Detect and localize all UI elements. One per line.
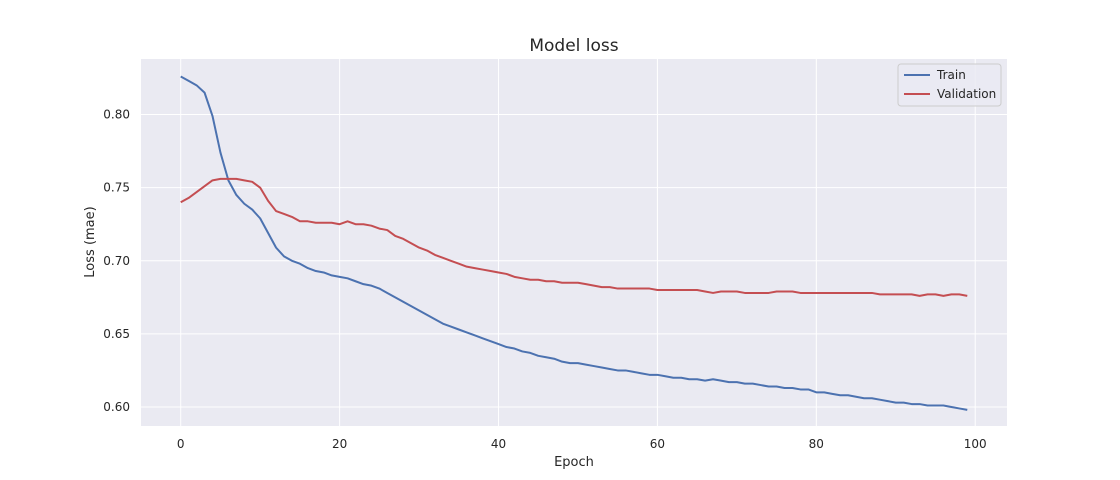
y-axis-label: Loss (mae)	[83, 206, 98, 277]
grid-lines	[141, 59, 1007, 426]
x-axis-ticks: 0 20 40 60 80 100	[177, 437, 987, 451]
x-tick-label: 60	[650, 437, 665, 451]
series-line-train	[180, 75, 968, 411]
y-tick-label: 0.65	[103, 327, 130, 341]
x-tick-label: 20	[332, 437, 347, 451]
legend-label-validation: Validation	[937, 87, 996, 101]
y-tick-label: 0.75	[103, 181, 130, 195]
y-tick-label: 0.80	[103, 108, 130, 122]
y-axis-ticks: 0.60 0.65 0.70 0.75 0.80	[103, 108, 130, 414]
x-tick-label: 100	[964, 437, 987, 451]
x-tick-label: 40	[491, 437, 506, 451]
x-tick-label: 80	[809, 437, 824, 451]
x-tick-label: 0	[177, 437, 185, 451]
legend: Train Validation	[897, 63, 1002, 107]
plot-area	[141, 59, 1007, 426]
series-line-validation	[180, 177, 968, 297]
series-layer	[180, 75, 968, 411]
y-tick-label: 0.70	[103, 254, 130, 268]
x-axis-label: Epoch	[554, 455, 594, 470]
y-tick-label: 0.60	[103, 400, 130, 414]
chart-title: Model loss	[529, 36, 618, 56]
legend-label-train: Train	[936, 68, 966, 82]
